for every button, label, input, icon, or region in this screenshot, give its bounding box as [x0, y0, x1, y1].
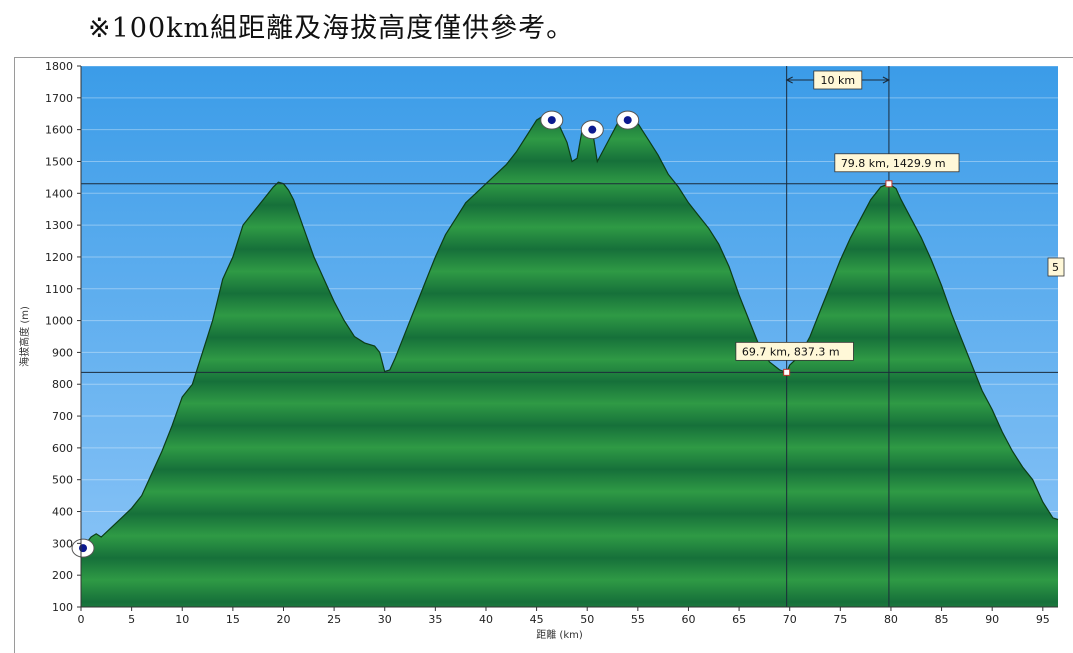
y-tick-label: 500 — [52, 474, 73, 487]
offscreen-label-box — [1047, 257, 1065, 277]
x-tick-label: 50 — [580, 613, 594, 626]
y-tick-label: 1400 — [45, 187, 73, 200]
x-tick-label: 80 — [884, 613, 898, 626]
span-arrow-left — [785, 76, 793, 84]
y-tick-label: 800 — [52, 378, 73, 391]
disclaimer-note: ※100km組距離及海拔高度僅供參考。 — [88, 13, 575, 44]
y-tick-label: 900 — [52, 346, 73, 359]
waypoint-marker-dot — [588, 125, 597, 134]
y-tick-label: 100 — [52, 601, 73, 614]
waypoint-marker-dot — [79, 544, 88, 553]
span-label-box — [813, 70, 863, 90]
y-tick-label: 600 — [52, 442, 73, 455]
cursor-label-2: 79.8 km, 1429.9 m — [841, 157, 946, 170]
x-tick-label: 30 — [378, 613, 392, 626]
span-label: 10 km — [820, 74, 855, 87]
y-tick-label: 1200 — [45, 251, 73, 264]
x-tick-label: 10 — [175, 613, 189, 626]
y-tick-label: 1100 — [45, 283, 73, 296]
x-tick-label: 65 — [732, 613, 746, 626]
y-tick-label: 1600 — [45, 124, 73, 137]
y-tick-label: 1800 — [45, 60, 73, 73]
x-tick-label: 20 — [276, 613, 290, 626]
x-tick-label: 40 — [479, 613, 493, 626]
x-tick-label: 5 — [128, 613, 135, 626]
y-tick-label: 700 — [52, 410, 73, 423]
x-tick-label: 90 — [985, 613, 999, 626]
x-tick-label: 0 — [78, 613, 85, 626]
y-axis: 100 200 300 400 500 600 700 800 900 1000 1100 1200 1… — [45, 60, 82, 614]
elevation-profile-chart: 69.7 km, 837.3 m79.8 km, 1429.9 m10 km5 … — [18, 60, 1065, 641]
x-tick-label: 70 — [783, 613, 797, 626]
y-tick-label: 1500 — [45, 155, 73, 168]
cursor-label-box-2 — [834, 153, 960, 173]
cursor-point-1 — [783, 368, 791, 376]
elevation-area — [81, 116, 1058, 608]
y-tick-label: 1700 — [45, 92, 73, 105]
y-tick-label: 400 — [52, 506, 73, 519]
x-tick-label: 45 — [530, 613, 544, 626]
x-tick-label: 95 — [1036, 613, 1050, 626]
x-tick-label: 15 — [226, 613, 240, 626]
x-tick-label: 60 — [681, 613, 695, 626]
x-tick-label: 85 — [935, 613, 949, 626]
x-tick-label: 75 — [833, 613, 847, 626]
y-axis-title: 海拔高度 (m) — [18, 306, 31, 367]
cursor-label-1: 69.7 km, 837.3 m — [742, 345, 840, 358]
measurement-cursors: 69.7 km, 837.3 m 79.8 km, 1429.9 m 10 km 5 — [81, 66, 1065, 607]
x-tick-label: 35 — [428, 613, 442, 626]
waypoint-marker-dot — [547, 116, 556, 125]
chart-frame: 69.7 km, 837.3 m 79.8 km, 1429.9 m 10 km 5 … — [14, 57, 1073, 653]
y-tick-label: 1000 — [45, 315, 73, 328]
y-tick-label: 200 — [52, 569, 73, 582]
waypoint-marker-dot — [623, 116, 632, 125]
x-axis-title: 距離 (km) — [536, 628, 583, 641]
y-tick-label: 300 — [52, 537, 73, 550]
cursor-label-box-1 — [735, 341, 854, 361]
span-arrow-right — [882, 76, 891, 84]
x-tick-label: 25 — [327, 613, 341, 626]
waypoint-marker-1 — [71, 538, 95, 558]
waypoint-marker-3 — [580, 120, 604, 140]
cursor-point-2 — [885, 180, 893, 188]
waypoint-marker-4 — [616, 110, 640, 130]
offscreen-label: 5 — [1052, 261, 1059, 274]
y-tick-label: 1300 — [45, 219, 73, 232]
x-tick-label: 55 — [631, 613, 645, 626]
waypoint-marker-2 — [540, 110, 564, 130]
x-axis: 0 5 10 15 20 25 30 35 40 45 50 55 60 65 70 75 80 85 90 95 — [78, 606, 1058, 626]
waypoint-markers — [71, 110, 640, 558]
